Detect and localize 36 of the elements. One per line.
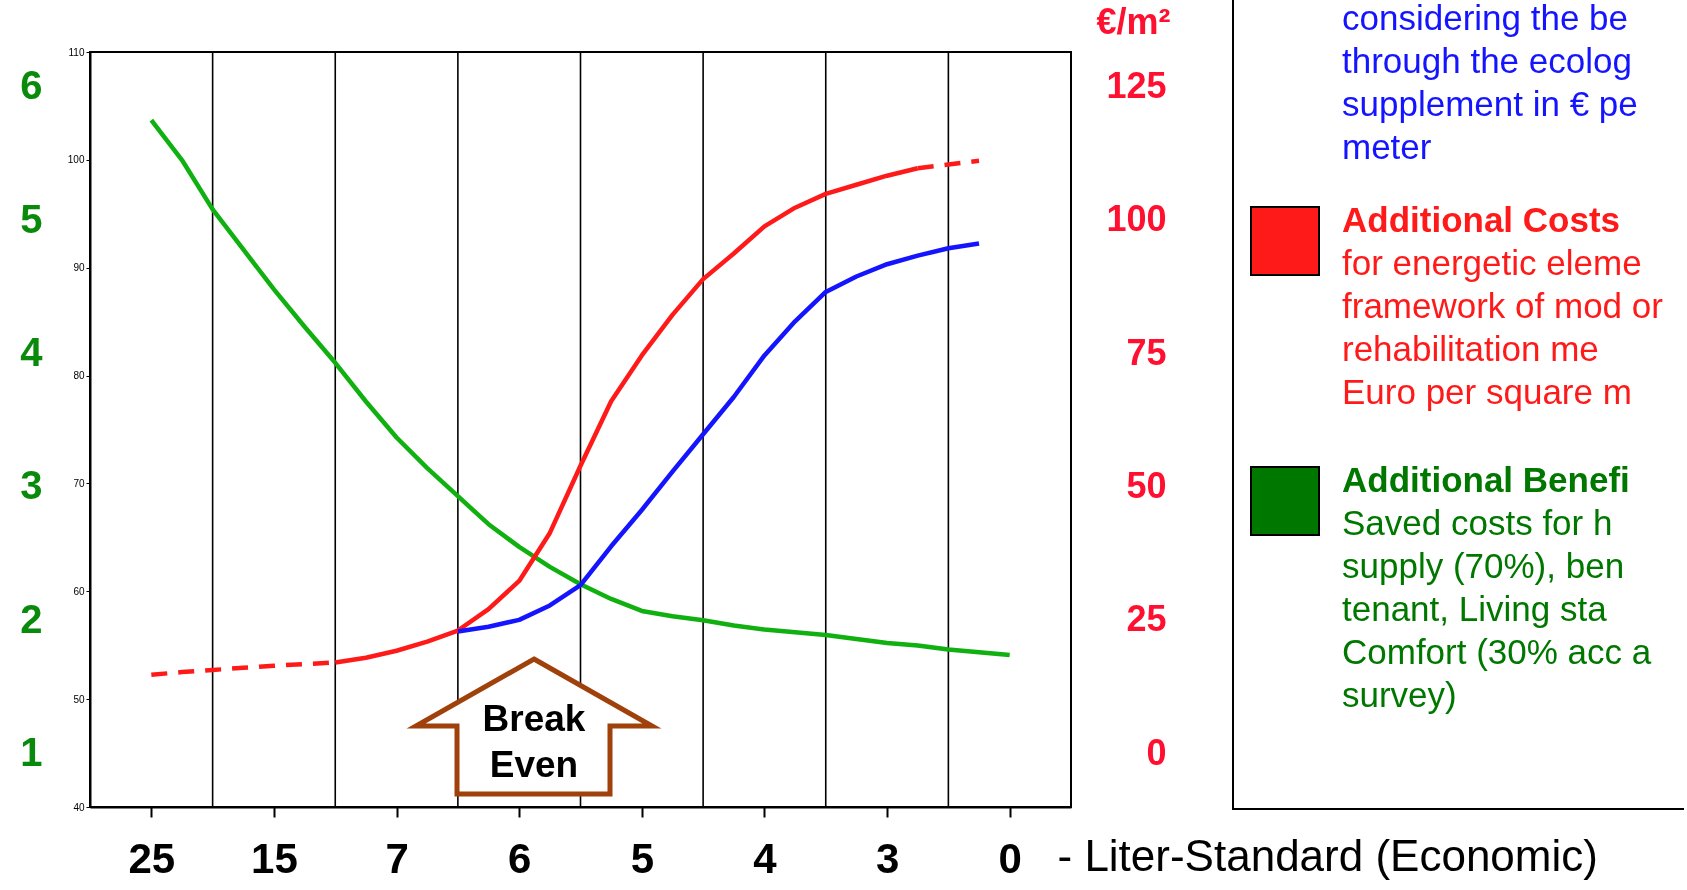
text: Saved costs for h supply (70%), ben tenant, Living sta Comfort (30% acc a survey) xyxy=(1342,502,1653,716)
y-tick-label: 6 xyxy=(20,63,43,108)
y-tick-label: 3 xyxy=(20,463,43,508)
y3-tick-label: 40 xyxy=(73,801,85,813)
text: considering the be through the ecolog supplement in € pe meter xyxy=(1342,0,1639,168)
y3-tick-label: 100 xyxy=(67,154,85,166)
y2-tick-label: 0 xyxy=(1146,731,1167,773)
y3-tick-label: 110 xyxy=(68,46,85,58)
x-tick-label: 5 xyxy=(630,834,654,882)
x-tick-label: 15 xyxy=(251,834,298,882)
y3-tick-label: 70 xyxy=(73,477,85,489)
x-tick-label: 4 xyxy=(753,834,778,882)
text: Additional Costs xyxy=(1342,199,1622,241)
y3-tick-label: 60 xyxy=(73,585,85,597)
y2-tick-label: 125 xyxy=(1106,65,1167,107)
y2-tick-label: 75 xyxy=(1126,331,1167,373)
y2-tick-label: 25 xyxy=(1126,598,1167,640)
text: Additional Benefi xyxy=(1342,459,1631,501)
y-tick-label: 5 xyxy=(20,196,43,241)
x-tick-label: 3 xyxy=(875,834,900,882)
y-tick-label: 1 xyxy=(20,730,43,775)
x-axis-title: - Liter-Standard (Economic) xyxy=(1057,830,1598,880)
y2-axis-title: €/m² xyxy=(1096,0,1171,42)
x-tick-label: 25 xyxy=(128,834,176,882)
annotation: Break Even xyxy=(482,698,586,785)
y2-tick-label: 100 xyxy=(1106,198,1167,240)
x-tick-label: 7 xyxy=(385,834,409,882)
y3-tick-label: 50 xyxy=(73,693,85,705)
x-tick-label: 0 xyxy=(998,834,1022,882)
y-tick-label: 2 xyxy=(20,596,43,641)
y2-tick-label: 50 xyxy=(1126,465,1167,507)
y3-tick-label: 90 xyxy=(73,262,85,274)
y-tick-label: 4 xyxy=(20,329,44,374)
y3-tick-label: 80 xyxy=(73,370,85,382)
x-tick-label: 6 xyxy=(508,834,532,882)
text: for energetic eleme framework of mod or rehabilitation me Euro per square m xyxy=(1342,242,1664,413)
